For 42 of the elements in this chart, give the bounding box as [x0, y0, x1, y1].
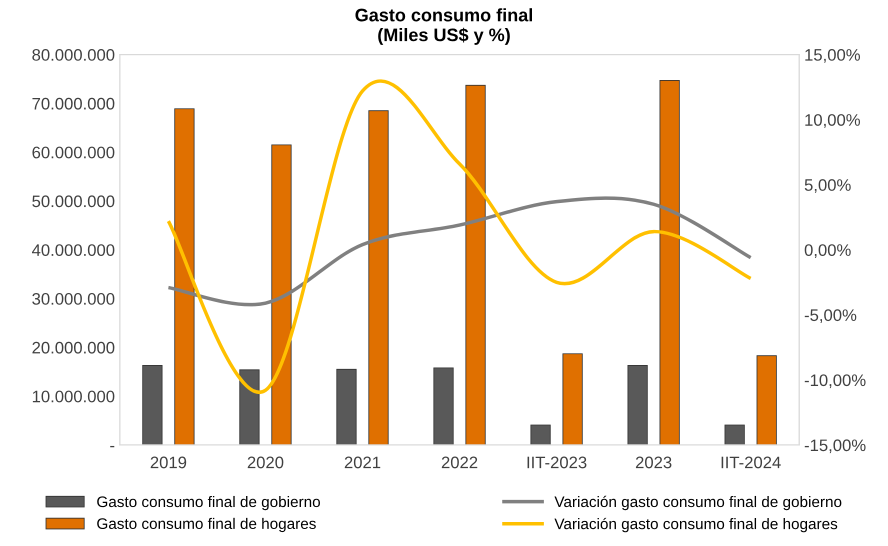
bar — [368, 110, 389, 445]
y-tick-label: 30.000.000 — [32, 292, 114, 305]
y2-tick-label: 10,00% — [805, 114, 860, 128]
x-tick-label: IIT-2023 — [528, 456, 586, 468]
y-tick-label: 10.000.000 — [32, 390, 114, 402]
y-tick-label: 50.000.000 — [32, 195, 114, 208]
bar — [336, 368, 357, 445]
bar — [562, 353, 583, 445]
chart-title: Gasto consumo final (Miles US$ y %) — [355, 8, 532, 45]
bar — [465, 84, 486, 445]
bar — [271, 144, 292, 445]
bar — [530, 424, 551, 445]
x-tick-label: 2021 — [344, 456, 380, 468]
y2-tick-label: 15,00% — [805, 49, 860, 63]
y2-tick-label: -10,00% — [804, 374, 866, 388]
bar — [724, 424, 745, 445]
bar — [433, 367, 454, 445]
bar — [239, 369, 260, 445]
y2-tick-label: 5,00% — [804, 179, 851, 193]
y-tick-label: 40.000.000 — [32, 244, 114, 256]
bar — [756, 355, 777, 445]
x-tick-label: 2023 — [636, 456, 672, 468]
legend-label: Variación gasto consumo final de hogares — [554, 518, 838, 532]
legend-label: Gasto consumo final de hogares — [97, 518, 316, 532]
x-tick-label: 2022 — [442, 456, 478, 468]
y2-tick-label: -5,00% — [804, 309, 856, 324]
y2-tick-label: 0,00% — [804, 244, 851, 258]
y-tick-label: 70.000.000 — [32, 98, 114, 110]
y2-tick-label: -15,00% — [804, 439, 866, 454]
bar — [627, 365, 648, 445]
legend-label: Gasto consumo final de gobierno — [97, 496, 320, 510]
y-tick-label: 80.000.000 — [32, 49, 114, 61]
bar — [142, 365, 163, 445]
legend-label: Variación gasto consumo final de gobierno — [554, 496, 842, 510]
x-tick-label: 2019 — [150, 456, 186, 468]
y-tick-label: 20.000.000 — [32, 342, 114, 354]
x-tick-label: IIT-2024 — [722, 456, 781, 468]
x-tick-label: 2020 — [248, 456, 284, 468]
y-tick-label: - — [110, 446, 114, 448]
bar — [660, 80, 680, 445]
y-tick-label: 60.000.000 — [32, 146, 114, 158]
bar — [174, 108, 195, 445]
